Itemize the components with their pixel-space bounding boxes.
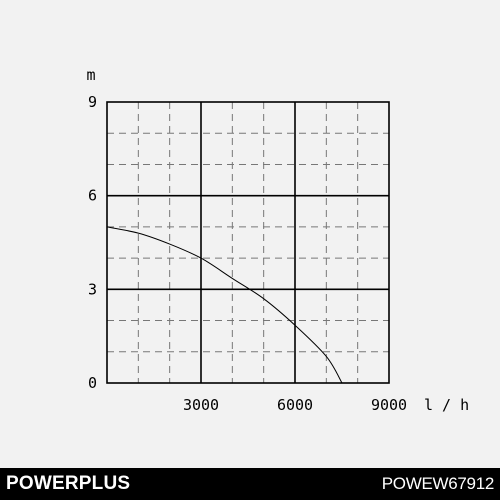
x-tick-label: 3000 — [183, 396, 219, 414]
y-tick-label: 6 — [88, 187, 97, 205]
x-tick-label: 9000 — [371, 396, 407, 414]
model-number: POWEW67912 — [381, 474, 495, 493]
axis-labels: 0 3 6 9 3000 6000 9000 m l / h — [86, 66, 469, 414]
x-axis-label: l / h — [424, 396, 469, 414]
y-axis-label: m — [86, 66, 95, 84]
y-tick-label: 9 — [88, 93, 97, 111]
major-grid — [106, 101, 390, 384]
performance-curve — [106, 226, 343, 384]
y-tick-label: 3 — [88, 280, 97, 298]
footer-bar: POWERPLUS POWEW67912 — [0, 468, 500, 500]
pump-performance-chart: 0 3 6 9 3000 6000 9000 m l / h — [86, 66, 469, 414]
plot-frame — [106, 101, 390, 384]
minor-grid — [107, 102, 389, 383]
curve-layer — [106, 226, 343, 384]
y-tick-label: 0 — [88, 374, 97, 392]
x-tick-label: 6000 — [277, 396, 313, 414]
brand-logo-text: POWERPLUS — [6, 473, 131, 494]
